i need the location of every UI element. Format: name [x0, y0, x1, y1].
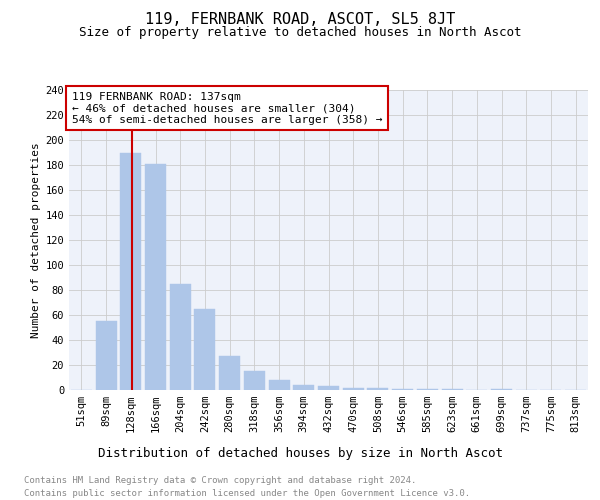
Bar [417, 389, 438, 390]
Text: Contains HM Land Registry data © Crown copyright and database right 2024.: Contains HM Land Registry data © Crown c… [24, 476, 416, 485]
Bar [318, 386, 339, 390]
Text: Size of property relative to detached houses in North Ascot: Size of property relative to detached ho… [79, 26, 521, 39]
Bar [293, 385, 314, 390]
Bar [491, 389, 512, 390]
Text: Contains public sector information licensed under the Open Government Licence v3: Contains public sector information licen… [24, 489, 470, 498]
Y-axis label: Number of detached properties: Number of detached properties [31, 142, 41, 338]
Bar [367, 388, 388, 390]
Bar [244, 371, 265, 390]
Bar [120, 152, 141, 390]
Bar [95, 322, 116, 390]
Bar [269, 380, 290, 390]
Text: 119 FERNBANK ROAD: 137sqm
← 46% of detached houses are smaller (304)
54% of semi: 119 FERNBANK ROAD: 137sqm ← 46% of detac… [71, 92, 382, 124]
Bar [442, 389, 463, 390]
Text: 119, FERNBANK ROAD, ASCOT, SL5 8JT: 119, FERNBANK ROAD, ASCOT, SL5 8JT [145, 12, 455, 28]
Bar [170, 284, 191, 390]
Text: Distribution of detached houses by size in North Ascot: Distribution of detached houses by size … [97, 448, 503, 460]
Bar [392, 389, 413, 390]
Bar [343, 388, 364, 390]
Bar [145, 164, 166, 390]
Bar [194, 308, 215, 390]
Bar [219, 356, 240, 390]
